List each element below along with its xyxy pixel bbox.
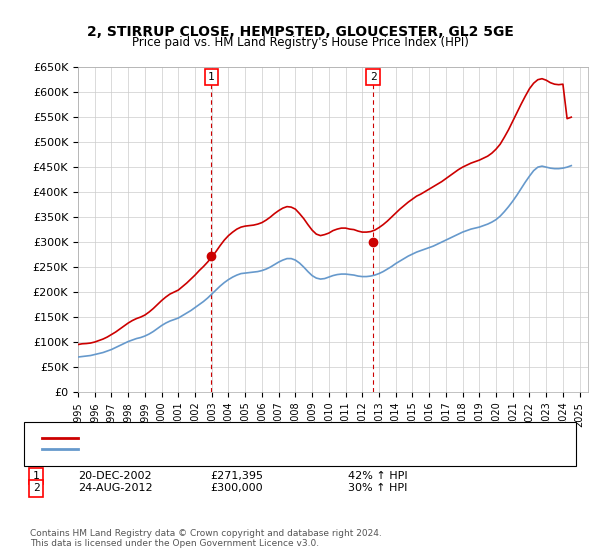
Text: 2, STIRRUP CLOSE, HEMPSTED, GLOUCESTER, GL2 5GE: 2, STIRRUP CLOSE, HEMPSTED, GLOUCESTER, …	[86, 25, 514, 39]
Text: 20-DEC-2002: 20-DEC-2002	[78, 471, 152, 481]
Text: £271,395: £271,395	[210, 471, 263, 481]
Text: Contains HM Land Registry data © Crown copyright and database right 2024.: Contains HM Land Registry data © Crown c…	[30, 529, 382, 538]
Text: This data is licensed under the Open Government Licence v3.0.: This data is licensed under the Open Gov…	[30, 539, 319, 548]
Text: 2, STIRRUP CLOSE, HEMPSTED, GLOUCESTER, GL2 5GE (detached house): 2, STIRRUP CLOSE, HEMPSTED, GLOUCESTER, …	[84, 433, 464, 443]
Text: 42% ↑ HPI: 42% ↑ HPI	[348, 471, 407, 481]
Text: 30% ↑ HPI: 30% ↑ HPI	[348, 483, 407, 493]
Text: 1: 1	[208, 72, 215, 82]
Text: HPI: Average price, detached house, Gloucester: HPI: Average price, detached house, Glou…	[84, 444, 334, 454]
Text: £300,000: £300,000	[210, 483, 263, 493]
Text: 1: 1	[32, 471, 40, 481]
Text: 2: 2	[370, 72, 377, 82]
Text: 2: 2	[32, 483, 40, 493]
Text: 24-AUG-2012: 24-AUG-2012	[78, 483, 152, 493]
Text: Price paid vs. HM Land Registry's House Price Index (HPI): Price paid vs. HM Land Registry's House …	[131, 36, 469, 49]
